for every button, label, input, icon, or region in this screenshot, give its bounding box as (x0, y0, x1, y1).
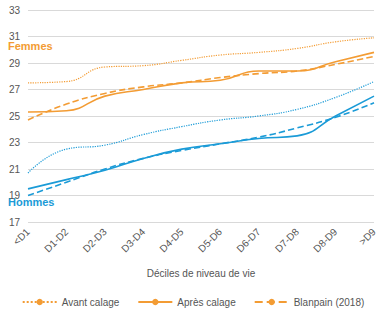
svg-text:D6-D7: D6-D7 (234, 226, 262, 254)
svg-text:D8-D9: D8-D9 (311, 226, 339, 254)
svg-text:Blanpain (2018): Blanpain (2018) (294, 297, 365, 308)
svg-text:31: 31 (9, 31, 21, 42)
svg-text:<D1: <D1 (11, 226, 32, 247)
svg-text:33: 33 (9, 5, 21, 16)
svg-text:25: 25 (9, 111, 21, 122)
svg-text:D7-D8: D7-D8 (273, 226, 301, 254)
svg-text:29: 29 (9, 58, 21, 69)
svg-text:Après calage: Après calage (177, 297, 236, 308)
svg-text:Hommes: Hommes (8, 195, 55, 208)
svg-text:21: 21 (9, 164, 21, 175)
svg-text:Déciles de niveau de vie: Déciles de niveau de vie (147, 268, 256, 279)
svg-text:D1-D2: D1-D2 (42, 226, 70, 254)
svg-text:D2-D3: D2-D3 (81, 226, 109, 254)
svg-text:Femmes: Femmes (8, 39, 53, 52)
svg-text:17: 17 (9, 217, 21, 228)
svg-text:23: 23 (9, 137, 21, 148)
svg-text:D5-D6: D5-D6 (196, 226, 224, 254)
svg-text:D3-D4: D3-D4 (119, 226, 147, 254)
svg-text:27: 27 (9, 84, 21, 95)
svg-text:Avant calage: Avant calage (62, 297, 120, 308)
svg-text:>D9: >D9 (357, 226, 378, 247)
svg-text:D4-D5: D4-D5 (157, 226, 185, 254)
svg-text:19: 19 (9, 190, 21, 201)
